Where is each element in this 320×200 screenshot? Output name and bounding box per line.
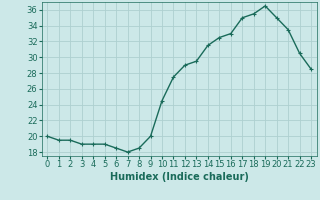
X-axis label: Humidex (Indice chaleur): Humidex (Indice chaleur) <box>110 172 249 182</box>
